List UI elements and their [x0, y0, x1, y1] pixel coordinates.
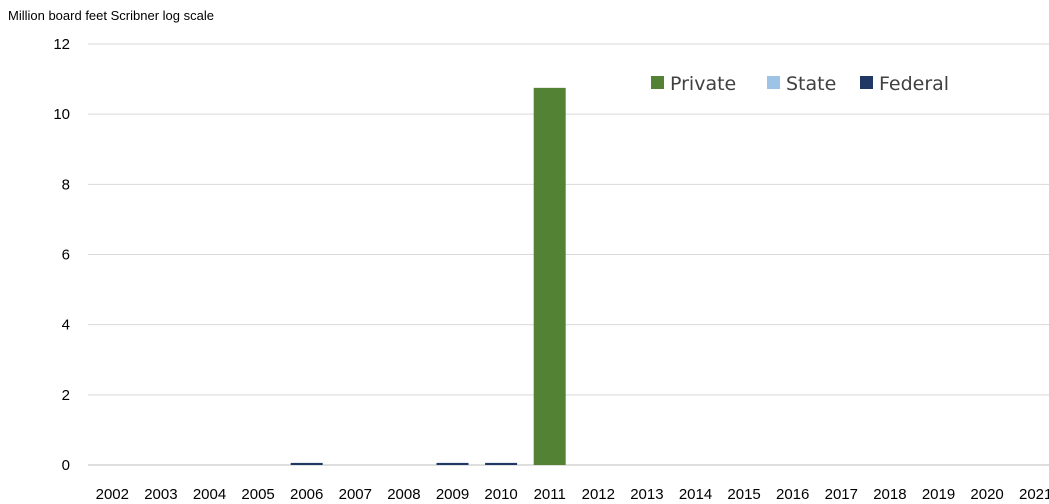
x-tick-label: 2003: [144, 486, 177, 503]
legend: Private State Federal: [651, 73, 949, 95]
x-tick-label: 2016: [776, 486, 809, 503]
y-axis-title: Million board feet Scribner log scale: [8, 8, 214, 23]
legend-label-private: Private: [670, 73, 736, 95]
y-tick-labels: 0 2 4 6 8 10 12: [53, 36, 70, 474]
x-tick-labels: 2002 2003 2004 2005 2006 2007 2008 2009 2010 2011…: [96, 486, 1049, 503]
x-tick-label: 2021: [1019, 486, 1049, 503]
x-tick-label: 2017: [825, 486, 858, 503]
x-tick-label: 2010: [484, 486, 517, 503]
x-tick-label: 2019: [922, 486, 955, 503]
y-tick-label: 12: [53, 36, 70, 53]
x-tick-label: 2004: [193, 486, 226, 503]
x-tick-label: 2020: [970, 486, 1003, 503]
y-tick-label: 10: [53, 106, 70, 123]
x-tick-label: 2012: [582, 486, 615, 503]
legend-swatch-federal: [860, 76, 873, 89]
x-tick-label: 2006: [290, 486, 323, 503]
legend-label-federal: Federal: [879, 73, 949, 95]
x-tick-label: 2009: [436, 486, 469, 503]
legend-swatch-private: [651, 76, 664, 89]
y-tick-label: 0: [62, 457, 70, 474]
legend-swatch-state: [767, 76, 780, 89]
x-tick-label: 2008: [387, 486, 420, 503]
y-tick-label: 6: [62, 247, 70, 264]
bar-federal-2006: [290, 462, 323, 465]
x-tick-label: 2014: [679, 486, 712, 503]
x-tick-label: 2018: [873, 486, 906, 503]
x-tick-label: 2013: [630, 486, 663, 503]
y-tick-label: 4: [62, 317, 70, 334]
bar-private-2011: [533, 87, 566, 466]
gridlines: [88, 43, 1049, 466]
legend-label-state: State: [786, 73, 836, 95]
x-tick-label: 2007: [339, 486, 372, 503]
y-tick-label: 8: [62, 176, 70, 193]
bars: [290, 87, 566, 466]
x-tick-label: 2015: [727, 486, 760, 503]
x-tick-label: 2002: [96, 486, 129, 503]
bar-federal-2009: [436, 462, 469, 465]
x-tick-label: 2005: [241, 486, 274, 503]
bar-federal-2010: [485, 462, 518, 465]
y-tick-label: 2: [62, 387, 70, 404]
x-tick-label: 2011: [534, 486, 566, 503]
